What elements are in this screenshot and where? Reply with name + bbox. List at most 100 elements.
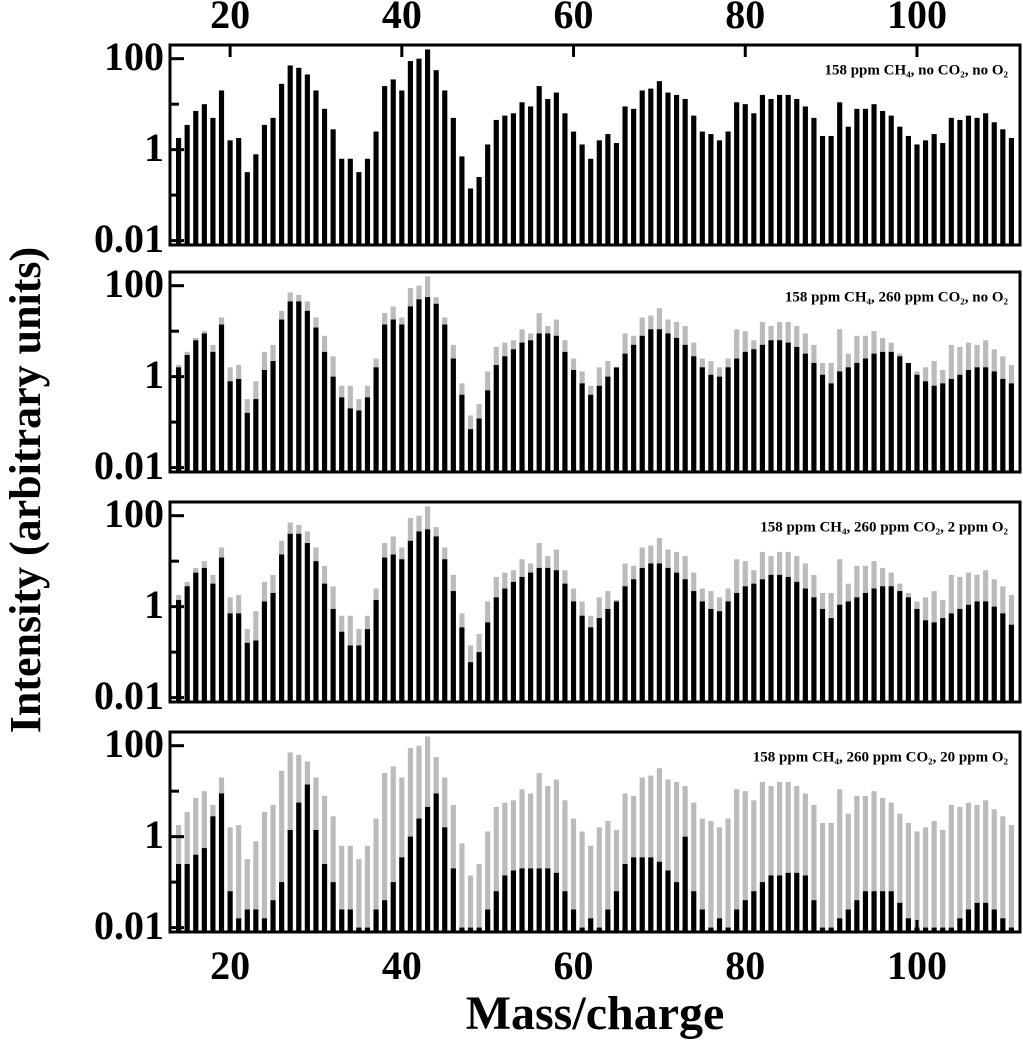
bar — [862, 592, 869, 702]
bar — [622, 353, 628, 472]
x-tick-label: 80 — [725, 943, 765, 988]
bar — [665, 870, 671, 932]
bar — [716, 140, 723, 245]
bar — [734, 592, 740, 702]
bar — [201, 333, 207, 472]
bar — [974, 902, 980, 932]
bar — [725, 367, 731, 472]
bar — [579, 927, 585, 932]
bar — [837, 918, 843, 932]
bar — [734, 909, 740, 932]
bar — [227, 891, 233, 932]
bar — [983, 902, 989, 932]
bar — [553, 335, 559, 472]
bar — [1000, 613, 1006, 702]
bar — [656, 768, 662, 932]
bar — [605, 134, 611, 245]
bar — [270, 117, 276, 245]
bar — [819, 135, 826, 245]
bar — [433, 303, 439, 472]
bar — [373, 818, 379, 932]
bar — [545, 785, 551, 932]
bar — [442, 827, 448, 932]
bar — [862, 795, 869, 932]
bar — [845, 601, 851, 702]
bar — [287, 829, 293, 932]
bar — [888, 891, 894, 932]
bar — [536, 567, 542, 702]
bar — [493, 119, 499, 245]
y-tick-label: 100 — [104, 261, 164, 306]
bar — [321, 108, 328, 245]
bar — [777, 781, 783, 932]
bar — [777, 340, 783, 472]
bar — [373, 909, 379, 932]
bar — [356, 927, 362, 932]
x-tick-label: 100 — [887, 943, 947, 988]
bar — [407, 540, 413, 702]
bar — [553, 872, 559, 932]
bar — [768, 875, 774, 932]
bar — [485, 831, 491, 932]
bar — [176, 138, 182, 245]
bar — [691, 891, 697, 932]
bar — [330, 608, 336, 702]
bar — [184, 124, 190, 245]
bar — [545, 98, 551, 245]
bar — [751, 113, 757, 245]
bar — [330, 129, 336, 245]
bar — [751, 800, 757, 932]
bar — [373, 131, 379, 245]
bar — [382, 324, 388, 472]
bar — [854, 108, 860, 245]
bar — [888, 586, 894, 702]
y-tick-label: 100 — [104, 721, 164, 766]
bar — [794, 98, 800, 245]
bar — [442, 90, 448, 246]
bar — [476, 418, 482, 472]
bar — [227, 827, 233, 932]
bar — [570, 601, 577, 702]
bar — [974, 367, 980, 472]
bar — [390, 554, 396, 702]
bar — [991, 909, 997, 932]
bar — [510, 581, 517, 702]
x-tick-label: 40 — [382, 0, 422, 37]
bar — [545, 333, 551, 472]
bar — [210, 351, 216, 472]
bar — [193, 572, 199, 702]
bar — [304, 74, 310, 245]
bar — [467, 188, 474, 245]
bar — [897, 126, 903, 245]
annotation: 158 ppm CH₄, 260 ppm CO₂, no O₂ — [785, 289, 1009, 305]
bar — [502, 588, 508, 702]
bar — [897, 591, 903, 702]
bar — [622, 793, 628, 932]
bar — [244, 859, 250, 932]
bar — [991, 122, 997, 245]
bar — [768, 785, 774, 932]
bar — [545, 868, 551, 932]
bar — [416, 58, 422, 245]
bar — [622, 106, 628, 246]
bar — [931, 385, 937, 472]
bar — [931, 821, 937, 932]
bar — [802, 588, 808, 702]
bar — [261, 124, 268, 245]
bar — [364, 397, 371, 472]
bar — [948, 117, 954, 245]
bar — [399, 857, 405, 932]
bar — [304, 310, 310, 472]
bar — [811, 362, 817, 472]
bar — [562, 583, 568, 702]
bar — [914, 144, 920, 245]
bar — [373, 599, 379, 702]
bar — [519, 868, 525, 932]
bar — [871, 104, 877, 245]
bar — [794, 346, 800, 472]
y-tick-label: 1 — [144, 582, 164, 627]
bar — [974, 117, 980, 245]
bar — [682, 579, 688, 702]
bar — [330, 816, 336, 932]
bar — [193, 110, 199, 245]
